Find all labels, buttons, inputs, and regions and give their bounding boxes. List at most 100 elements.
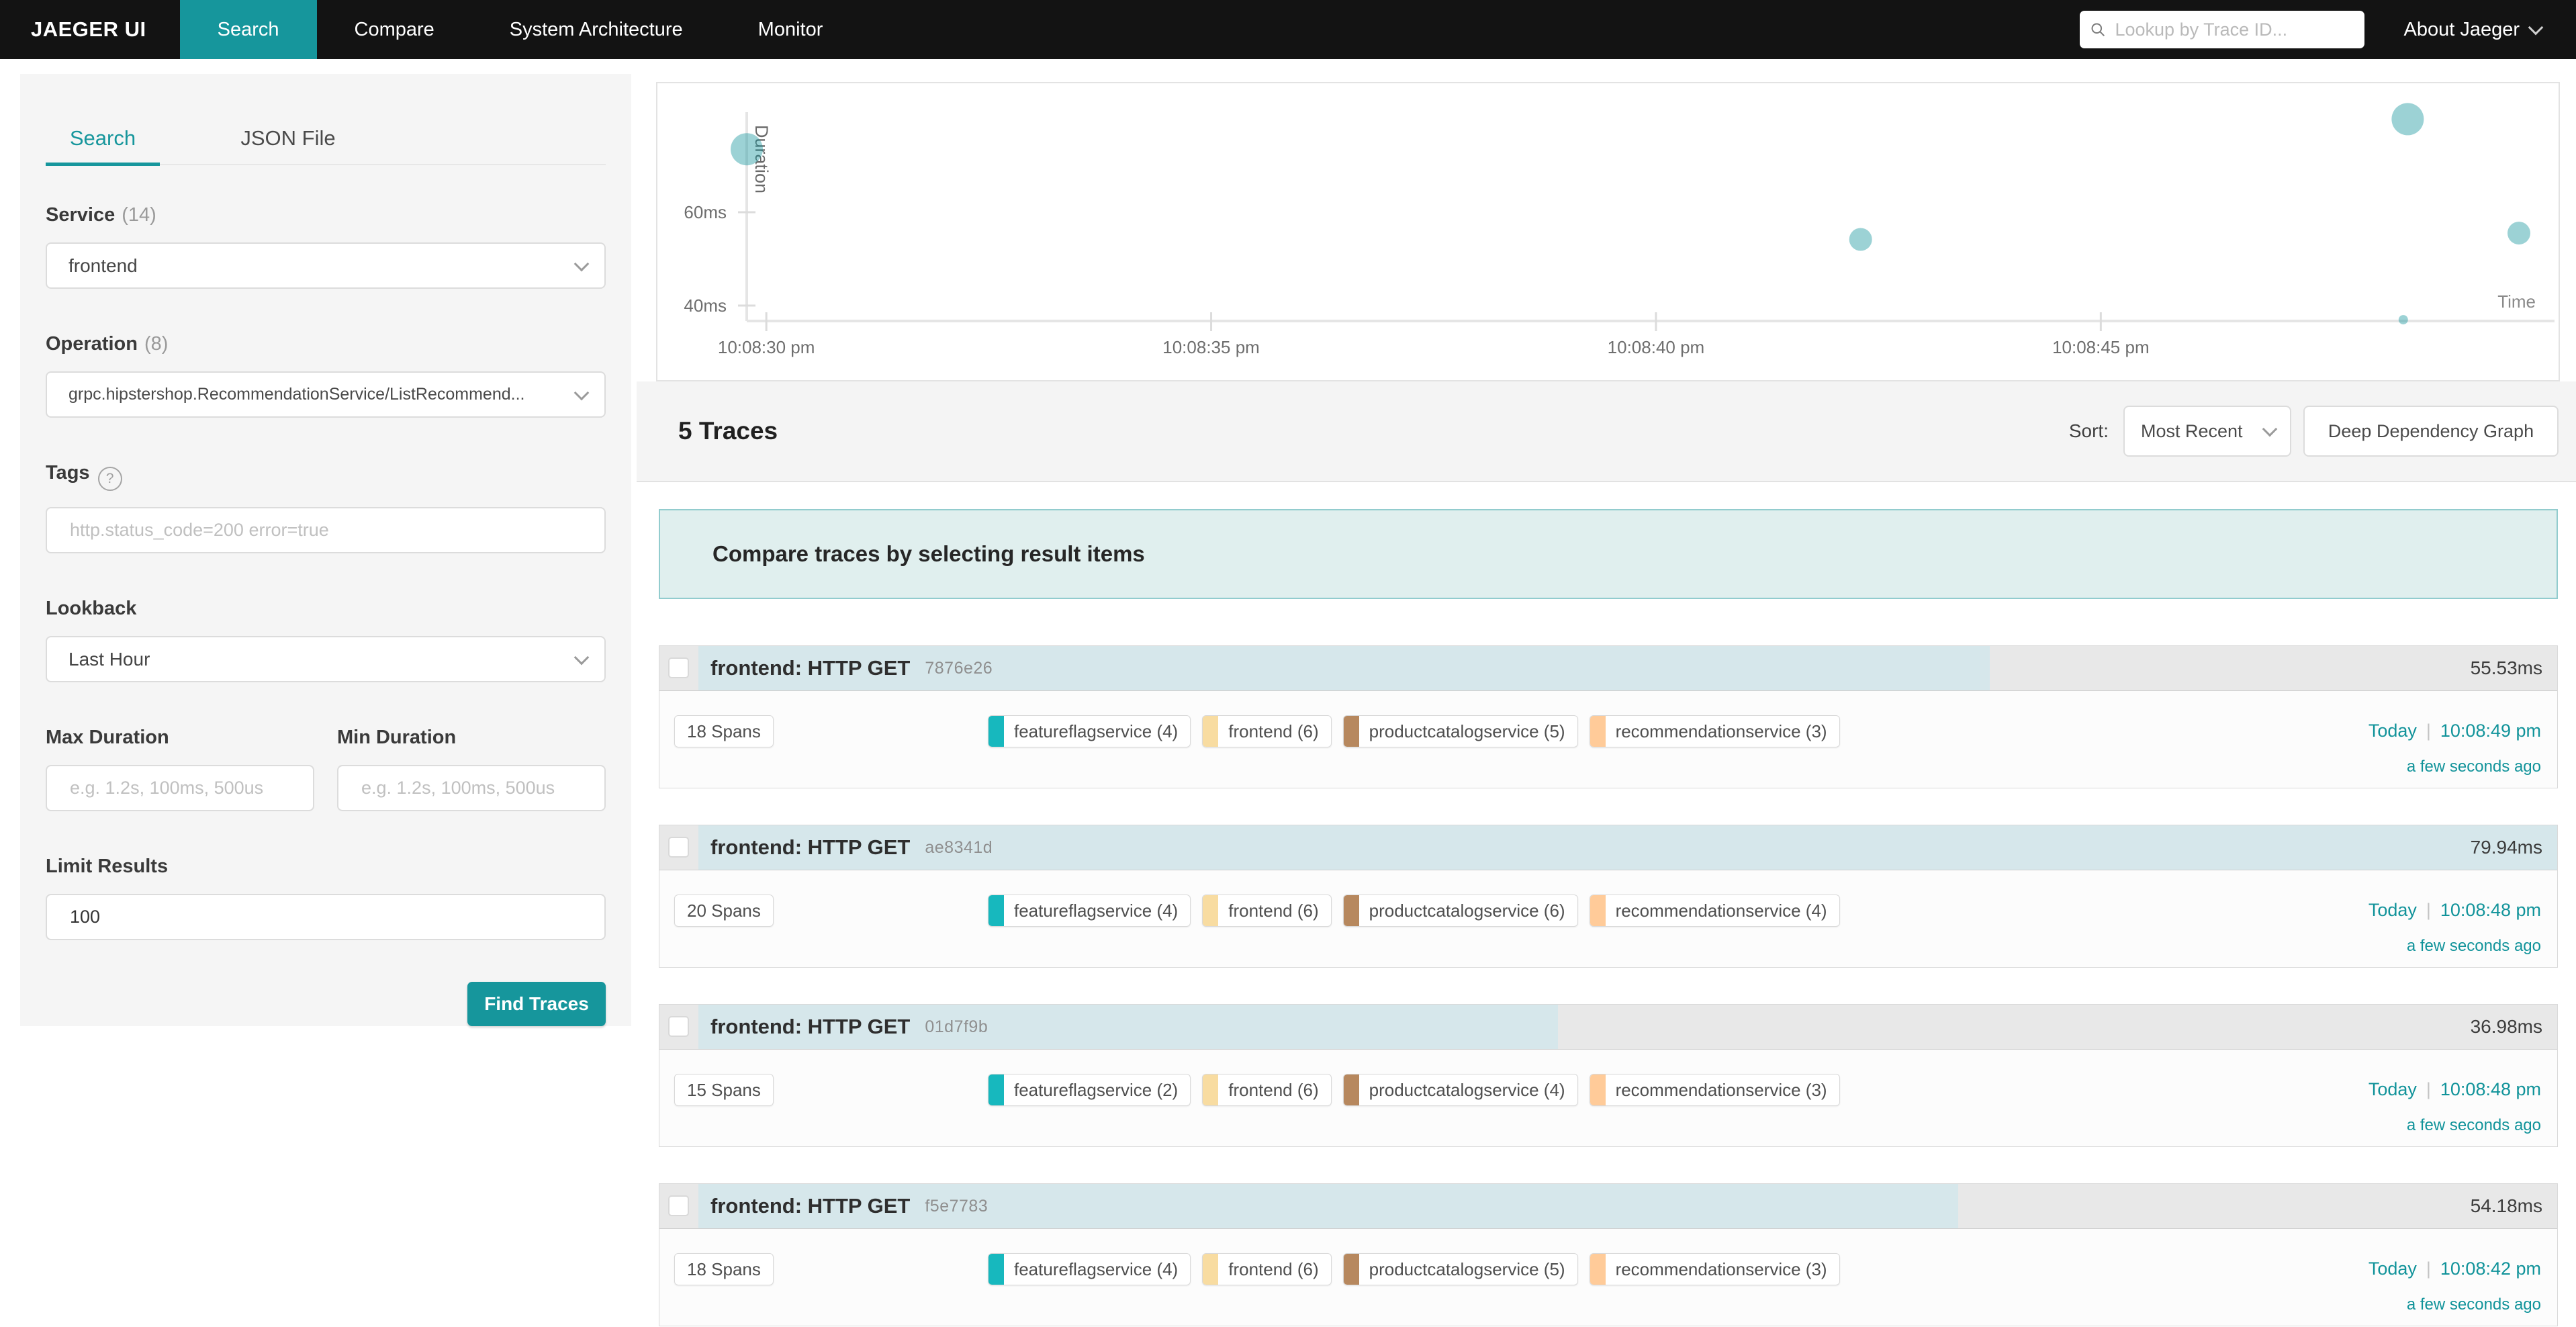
trace-card-header[interactable]: frontend: HTTP GET 7876e26 55.53ms	[659, 646, 2557, 691]
operation-value: grpc.hipstershop.RecommendationService/L…	[68, 385, 525, 404]
app-brand[interactable]: JAEGER UI	[31, 17, 146, 41]
max-duration-input[interactable]	[68, 777, 295, 799]
trace-result-card[interactable]: frontend: HTTP GET ae8341d 79.94ms 20 Spans…	[659, 825, 2558, 968]
x-tick-label: 10:08:40 pm	[1608, 337, 1705, 357]
tab-json-file[interactable]: JSON File	[240, 126, 336, 150]
trace-id-short: f5e7783	[925, 1196, 988, 1216]
scatter-point[interactable]	[2508, 222, 2530, 245]
trace-card-header[interactable]: frontend: HTTP GET ae8341d 79.94ms	[659, 825, 2557, 870]
nav-item-compare[interactable]: Compare	[354, 18, 434, 40]
trace-time[interactable]: 10:08:48 pm	[2440, 900, 2541, 920]
about-jaeger-menu[interactable]: About Jaeger	[2403, 18, 2544, 41]
nav-item-monitor[interactable]: Monitor	[757, 18, 823, 40]
x-tick-label: 10:08:35 pm	[1162, 337, 1260, 357]
service-chip-label: featureflagservice (4)	[1014, 900, 1179, 921]
find-traces-button[interactable]: Find Traces	[467, 982, 606, 1026]
service-color-block	[1590, 1254, 1606, 1285]
tags-input[interactable]	[68, 519, 587, 541]
trace-title-line: frontend: HTTP GET ae8341d	[710, 825, 993, 870]
x-axis-title: Time	[2497, 291, 2536, 312]
about-jaeger-label: About Jaeger	[2403, 18, 2520, 40]
max-duration-wrap	[46, 765, 314, 811]
trace-id-short: 7876e26	[925, 658, 993, 678]
scatter-point[interactable]	[2391, 103, 2424, 136]
min-duration-input[interactable]	[360, 777, 587, 799]
nav-item-system-architecture[interactable]: System Architecture	[509, 18, 683, 40]
span-count-chip: 15 Spans	[674, 1074, 774, 1106]
sort-select[interactable]: Most Recent	[2123, 406, 2291, 457]
service-color-block	[1590, 1074, 1606, 1105]
trace-card-body: 18 Spans featureflagservice (4) frontend (…	[659, 691, 2557, 789]
trace-id-search-input[interactable]	[2113, 18, 2354, 41]
trace-day[interactable]: Today	[2368, 900, 2417, 920]
span-count-chip: 18 Spans	[674, 715, 774, 747]
chevron-down-icon	[2528, 19, 2544, 36]
trace-result-card[interactable]: frontend: HTTP GET 01d7f9b 36.98ms 15 Spans…	[659, 1004, 2558, 1147]
trace-result-card[interactable]: frontend: HTTP GET f5e7783 54.18ms 18 Spans…	[659, 1183, 2558, 1326]
span-count-chip: 20 Spans	[674, 895, 774, 927]
trace-result-card[interactable]: frontend: HTTP GET 7876e26 55.53ms 18 Spans…	[659, 645, 2558, 788]
trace-timestamp: Today | 10:08:49 pm a few seconds ago	[2368, 721, 2541, 776]
trace-day[interactable]: Today	[2368, 1259, 2417, 1279]
trace-timestamp: Today | 10:08:48 pm a few seconds ago	[2368, 1079, 2541, 1135]
help-icon[interactable]: ?	[97, 467, 122, 491]
duration-scatter-chart[interactable]: 60ms 40ms 10:08:30 pm 10:08:35 pm 10:08:40 p…	[656, 82, 2560, 381]
trace-timestamp: Today | 10:08:48 pm a few seconds ago	[2368, 900, 2541, 956]
trace-select-checkbox[interactable]	[668, 837, 689, 858]
compare-banner-text: Compare traces by selecting result items	[712, 541, 1145, 566]
service-select[interactable]: frontend	[46, 242, 606, 289]
service-chip: frontend (6)	[1202, 715, 1332, 747]
nav-right: About Jaeger	[2080, 0, 2576, 59]
operation-select[interactable]: grpc.hipstershop.RecommendationService/L…	[46, 371, 606, 418]
trace-duration: 79.94ms	[2470, 837, 2542, 858]
lookback-select[interactable]: Last Hour	[46, 636, 606, 682]
trace-id-short: 01d7f9b	[925, 1017, 988, 1036]
service-chip: recommendationservice (3)	[1589, 715, 1840, 747]
service-color-block	[1203, 895, 1219, 926]
service-chip-label: productcatalogservice (4)	[1369, 1079, 1565, 1100]
trace-date-line[interactable]: Today | 10:08:42 pm	[2368, 1259, 2541, 1279]
trace-card-header[interactable]: frontend: HTTP GET f5e7783 54.18ms	[659, 1184, 2557, 1229]
trace-select-checkbox[interactable]	[668, 1016, 689, 1037]
trace-relative-time: a few seconds ago	[2406, 1295, 2541, 1314]
scatter-point[interactable]	[2398, 315, 2408, 325]
service-chip: featureflagservice (4)	[988, 1253, 1191, 1285]
service-chip: recommendationservice (3)	[1589, 1074, 1840, 1106]
separator: |	[2426, 900, 2431, 920]
sort-label: Sort:	[2068, 420, 2109, 441]
trace-day[interactable]: Today	[2368, 1079, 2417, 1099]
trace-select-checkbox[interactable]	[668, 657, 689, 678]
service-chip: recommendationservice (3)	[1589, 1253, 1840, 1285]
limit-results-wrap	[46, 894, 606, 940]
scatter-svg: 60ms 40ms 10:08:30 pm 10:08:35 pm 10:08:40 p…	[684, 103, 2555, 357]
trace-card-header[interactable]: frontend: HTTP GET 01d7f9b 36.98ms	[659, 1005, 2557, 1050]
trace-card-body: 15 Spans featureflagservice (2) frontend (…	[659, 1050, 2557, 1148]
tab-search[interactable]: Search	[46, 126, 160, 166]
trace-duration: 36.98ms	[2470, 1016, 2542, 1037]
trace-day[interactable]: Today	[2368, 721, 2417, 741]
scatter-point[interactable]	[1849, 228, 1872, 251]
service-chip: frontend (6)	[1202, 1074, 1332, 1106]
separator: |	[2426, 1259, 2431, 1279]
trace-time[interactable]: 10:08:49 pm	[2440, 721, 2541, 741]
trace-id-search[interactable]	[2080, 11, 2365, 48]
trace-select-checkbox[interactable]	[668, 1195, 689, 1216]
trace-date-line[interactable]: Today | 10:08:49 pm	[2368, 721, 2541, 741]
trace-date-line[interactable]: Today | 10:08:48 pm	[2368, 1079, 2541, 1100]
trace-time[interactable]: 10:08:42 pm	[2440, 1259, 2541, 1279]
service-chip: featureflagservice (4)	[988, 895, 1191, 927]
max-duration-label: Max Duration	[46, 727, 169, 748]
limit-results-input[interactable]	[68, 906, 587, 928]
nav-item-search[interactable]: Search	[179, 0, 317, 59]
search-icon	[2092, 23, 2105, 37]
trace-timestamp: Today | 10:08:42 pm a few seconds ago	[2368, 1259, 2541, 1314]
service-color-block	[988, 1254, 1004, 1285]
trace-duration: 55.53ms	[2470, 657, 2542, 678]
deep-dependency-graph-button[interactable]: Deep Dependency Graph	[2303, 406, 2559, 457]
scatter-point[interactable]	[731, 133, 763, 166]
y-tick-label: 40ms	[684, 295, 727, 316]
trace-title: frontend: HTTP GET	[710, 835, 911, 859]
service-color-block	[1203, 1254, 1219, 1285]
trace-date-line[interactable]: Today | 10:08:48 pm	[2368, 900, 2541, 921]
trace-time[interactable]: 10:08:48 pm	[2440, 1079, 2541, 1099]
